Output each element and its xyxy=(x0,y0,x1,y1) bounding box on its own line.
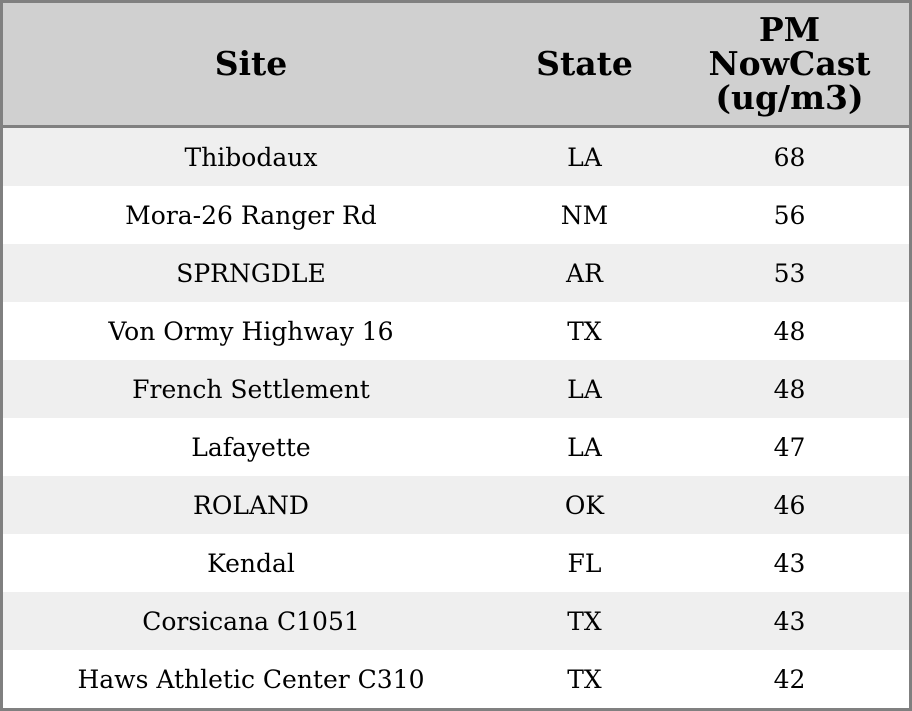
state-cell: TX xyxy=(499,592,670,650)
header-state-label: State xyxy=(536,44,633,83)
site-cell: Haws Athletic Center C310 xyxy=(3,650,499,708)
pm-value-cell: 42 xyxy=(670,650,909,708)
state-cell: TX xyxy=(499,650,670,708)
state-cell: AR xyxy=(499,244,670,302)
pm-value-cell: 48 xyxy=(670,302,909,360)
site-cell: Von Ormy Highway 16 xyxy=(3,302,499,360)
pm-value-cell: 47 xyxy=(670,418,909,476)
site-cell: ROLAND xyxy=(3,476,499,534)
site-cell: Mora-26 Ranger Rd xyxy=(3,186,499,244)
header-site: Site xyxy=(3,3,499,128)
state-cell: LA xyxy=(499,360,670,418)
pm-value-cell: 56 xyxy=(670,186,909,244)
pm-value-cell: 53 xyxy=(670,244,909,302)
state-cell: OK xyxy=(499,476,670,534)
site-cell: Corsicana C1051 xyxy=(3,592,499,650)
pm-value-cell: 43 xyxy=(670,592,909,650)
pm-value-cell: 43 xyxy=(670,534,909,592)
header-pm-line-2: NowCast xyxy=(708,44,871,83)
state-cell: FL xyxy=(499,534,670,592)
site-cell: Lafayette xyxy=(3,418,499,476)
state-cell: LA xyxy=(499,128,670,186)
state-cell: LA xyxy=(499,418,670,476)
pm-value-cell: 68 xyxy=(670,128,909,186)
header-site-label: Site xyxy=(214,44,288,83)
header-pm-line-3: (ug/m3) xyxy=(715,78,864,117)
pm-nowcast-table: Site State PM NowCast (ug/m3) Thibodaux L… xyxy=(3,3,909,708)
site-cell: SPRNGDLE xyxy=(3,244,499,302)
pm-value-cell: 48 xyxy=(670,360,909,418)
pm-value-cell: 46 xyxy=(670,476,909,534)
site-cell: Kendal xyxy=(3,534,499,592)
state-cell: TX xyxy=(499,302,670,360)
header-pm-nowcast: PM NowCast (ug/m3) xyxy=(670,3,909,128)
header-state: State xyxy=(499,3,670,128)
site-cell: French Settlement xyxy=(3,360,499,418)
state-cell: NM xyxy=(499,186,670,244)
site-cell: Thibodaux xyxy=(3,128,499,186)
header-pm-line-1: PM xyxy=(758,10,821,49)
